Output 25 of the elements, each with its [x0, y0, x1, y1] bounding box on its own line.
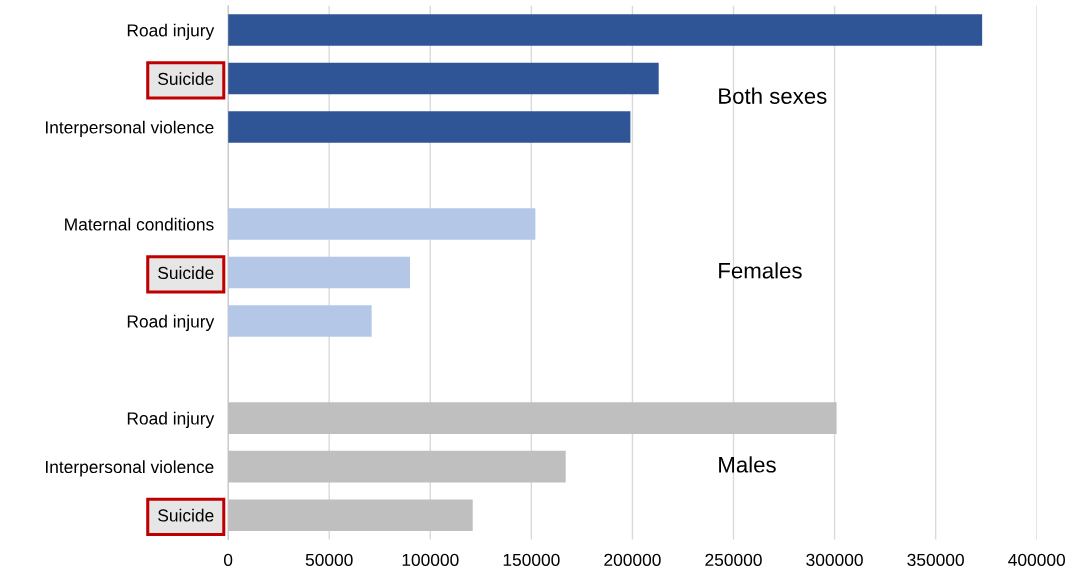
y-tick-label: Maternal conditions — [65, 217, 214, 231]
bar — [228, 208, 536, 240]
y-tick-label: Suicide — [158, 72, 214, 86]
x-tick-label: 200000 — [604, 553, 661, 567]
bar — [228, 111, 631, 143]
x-tick-label: 300000 — [806, 553, 863, 567]
x-tick-label: 50000 — [305, 553, 353, 567]
y-tick-label: Road injury — [127, 23, 215, 40]
x-tick-label: 0 — [223, 553, 233, 567]
y-tick-label: Interpersonal violence — [45, 120, 214, 137]
annotation: Males — [719, 456, 776, 473]
annotation: Both sexes — [719, 87, 827, 104]
y-tick-label: Road injury — [127, 411, 215, 429]
annotation: Females — [719, 262, 802, 279]
bar — [228, 14, 983, 46]
x-tick-label: 350000 — [907, 553, 964, 567]
x-tick-label: 400000 — [1008, 553, 1066, 567]
x-tick-label: 250000 — [705, 553, 762, 567]
x-tick-label: 150000 — [503, 553, 560, 567]
x-tick-label: 100000 — [402, 553, 459, 567]
y-tick-label: Suicide — [158, 508, 214, 522]
bar — [228, 305, 372, 337]
y-tick-label: Road injury — [127, 314, 215, 331]
y-tick-label: Interpersonal violence — [45, 460, 214, 477]
y-tick-label: Suicide — [158, 266, 214, 280]
